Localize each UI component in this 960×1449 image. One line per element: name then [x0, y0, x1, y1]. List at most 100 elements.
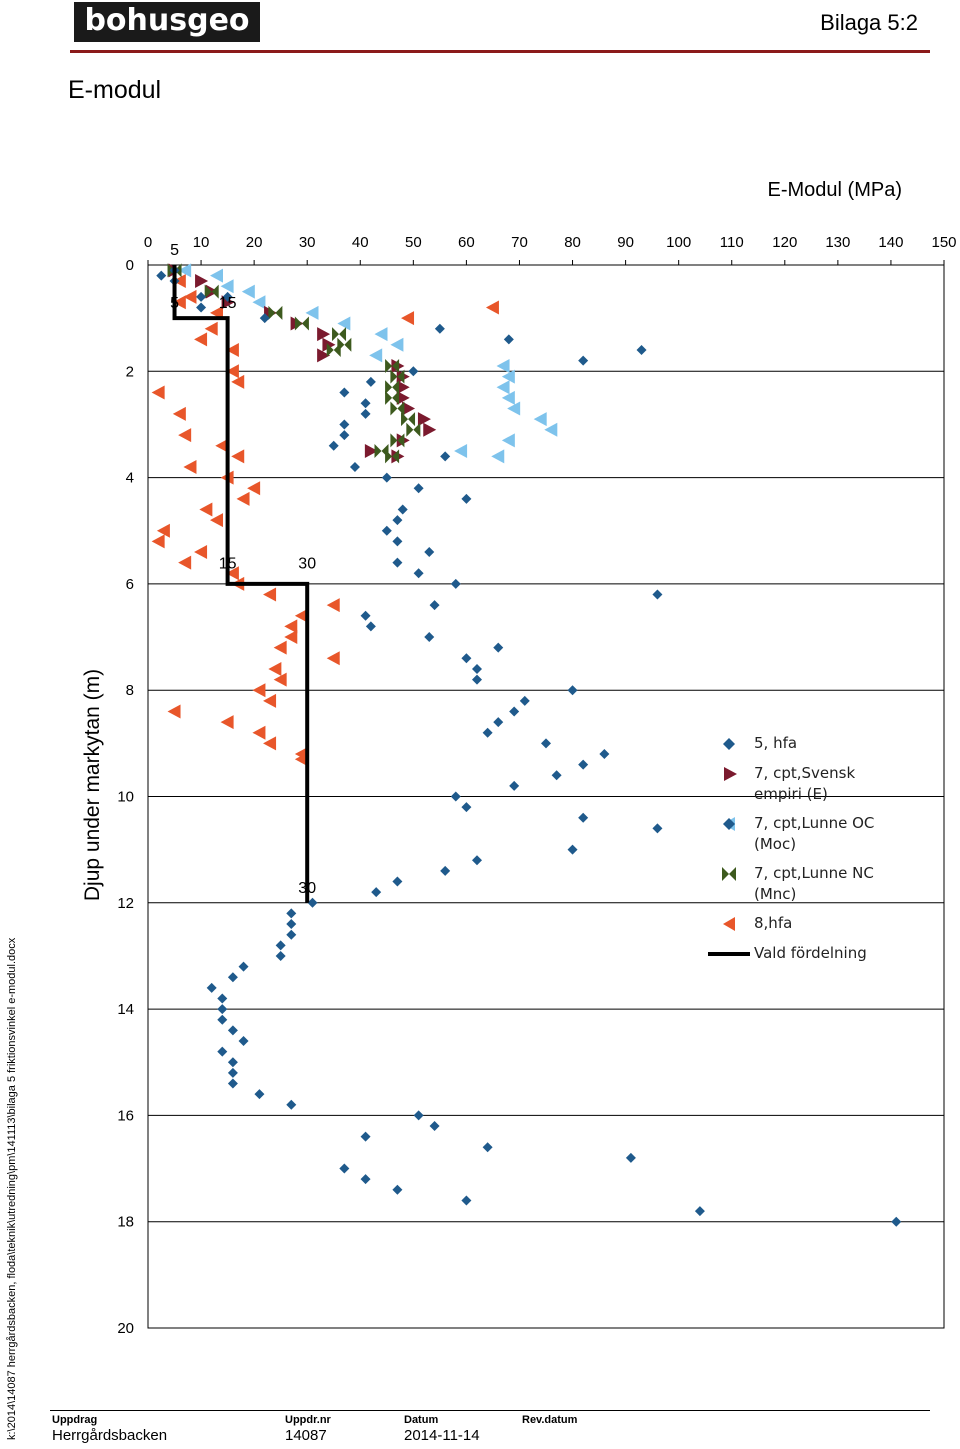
point-7-cpt-lunne-nc-mnc-right — [397, 433, 405, 448]
point-5-hfa — [482, 727, 493, 738]
point-5-hfa — [206, 982, 217, 993]
point-8-hfa — [204, 321, 218, 336]
x-tick-label: 0 — [144, 234, 152, 251]
point-5-hfa — [636, 345, 647, 356]
y-tick-label: 6 — [126, 576, 134, 593]
legend-label: 7, cpt,Svensk empiri (E) — [754, 764, 856, 803]
point-8-hfa — [263, 736, 277, 751]
point-8-hfa — [178, 428, 192, 443]
point-5-hfa — [286, 1099, 297, 1110]
point-7-cpt-lunne-oc-moc — [305, 305, 319, 320]
point-5-hfa — [551, 770, 562, 781]
point-8-hfa — [231, 449, 245, 464]
point-5-hfa — [493, 717, 504, 728]
point-5-hfa — [413, 1110, 424, 1121]
point-5-hfa — [652, 823, 663, 834]
point-5-hfa — [472, 855, 483, 866]
diamond-marker-icon — [723, 738, 735, 750]
point-8-hfa — [284, 630, 298, 645]
point-5-hfa — [493, 642, 504, 653]
point-5-hfa — [461, 653, 472, 664]
point-7-cpt-lunne-nc-mnc-right — [392, 449, 400, 464]
legend-item-hfa8: 8,hfa — [704, 913, 954, 935]
point-5-hfa — [567, 685, 578, 696]
point-8-hfa — [194, 545, 208, 560]
legend-label: Vald fördelning — [754, 944, 867, 962]
point-8-hfa — [236, 491, 250, 506]
point-8-hfa — [263, 693, 277, 708]
point-7-cpt-lunne-nc-mnc-right — [333, 343, 341, 358]
point-5-hfa — [227, 1025, 238, 1036]
point-8-hfa — [209, 513, 223, 528]
point-5-hfa — [156, 270, 167, 281]
point-7-cpt-lunne-oc-moc — [220, 279, 234, 294]
point-7-cpt-svensk-empiri-e — [195, 273, 209, 288]
point-5-hfa — [227, 1067, 238, 1078]
point-5-hfa — [519, 695, 530, 706]
point-7-cpt-lunne-oc-moc — [496, 358, 510, 373]
point-5-hfa — [381, 472, 392, 483]
point-5-hfa — [567, 844, 578, 855]
point-5-hfa — [371, 887, 382, 898]
bohusgeo-logo: bohusgeo — [74, 2, 260, 42]
point-8-hfa — [172, 406, 186, 421]
point-8-hfa — [220, 715, 234, 730]
point-8-hfa — [151, 385, 165, 400]
point-7-cpt-lunne-nc-mnc — [204, 284, 212, 299]
point-5-hfa — [227, 1057, 238, 1068]
point-7-cpt-lunne-oc-moc — [178, 263, 192, 278]
point-5-hfa — [461, 802, 472, 813]
annotation-label: 30 — [298, 880, 316, 897]
legend-item-hfa5: 5, hfa — [704, 733, 954, 755]
point-5-hfa — [652, 589, 663, 600]
page-title: E-modul — [68, 76, 162, 104]
point-7-cpt-svensk-empiri-e — [322, 337, 336, 352]
footer-uppdrnr-value: 14087 — [285, 1427, 327, 1444]
point-7-cpt-lunne-nc-mnc-right — [413, 422, 421, 437]
point-5-hfa — [339, 1163, 350, 1174]
point-7-cpt-lunne-nc-mnc — [332, 327, 340, 342]
point-7-cpt-lunne-nc-mnc-right — [408, 412, 416, 427]
point-8-hfa — [231, 374, 245, 389]
point-5-hfa — [392, 876, 403, 887]
point-7-cpt-lunne-nc-mnc — [390, 401, 398, 416]
point-5-hfa — [238, 961, 249, 972]
point-7-cpt-lunne-oc-moc — [544, 422, 558, 437]
footer-revdatum-label: Rev.datum — [522, 1414, 578, 1426]
point-5-hfa — [381, 525, 392, 536]
point-8-hfa — [178, 555, 192, 570]
point-5-hfa — [509, 706, 520, 717]
vald-fordelning-line — [172, 265, 310, 903]
y-tick-label: 10 — [117, 789, 134, 806]
line-marker-icon — [708, 952, 750, 956]
point-7-cpt-lunne-nc-mnc-right — [397, 369, 405, 384]
point-7-cpt-svensk-empiri-e — [423, 422, 437, 437]
point-5-hfa — [461, 493, 472, 504]
x-tick-label: 100 — [666, 234, 691, 251]
x-tick-label: 50 — [405, 234, 422, 251]
footer-uppdrag-label: Uppdrag — [52, 1414, 98, 1426]
point-5-hfa — [360, 1131, 371, 1142]
y-tick-label: 12 — [117, 895, 134, 912]
point-7-cpt-lunne-nc-mnc — [374, 444, 382, 459]
point-5-hfa — [482, 1142, 493, 1153]
point-5-hfa — [541, 738, 551, 749]
point-7-cpt-lunne-oc-moc — [496, 380, 510, 395]
point-5-hfa — [392, 515, 403, 526]
point-7-cpt-lunne-nc-mnc — [268, 305, 276, 320]
point-7-cpt-lunne-nc-mnc — [385, 390, 393, 405]
x-tick-label: 110 — [720, 234, 744, 251]
point-5-hfa — [254, 1089, 265, 1100]
point-5-hfa — [339, 430, 350, 441]
point-7-cpt-svensk-empiri-e — [402, 401, 416, 416]
point-8-hfa — [326, 651, 340, 666]
legend-item-vald: Vald fördelning — [704, 943, 954, 965]
point-8-hfa — [225, 343, 239, 358]
point-8-hfa — [183, 459, 197, 474]
point-5-hfa — [365, 621, 376, 632]
point-5-hfa — [217, 1014, 228, 1025]
point-7-cpt-lunne-nc-mnc — [385, 358, 393, 373]
bowtie-marker-icon — [722, 867, 736, 881]
point-5-hfa — [217, 1004, 228, 1015]
point-7-cpt-lunne-oc-moc — [501, 369, 515, 384]
